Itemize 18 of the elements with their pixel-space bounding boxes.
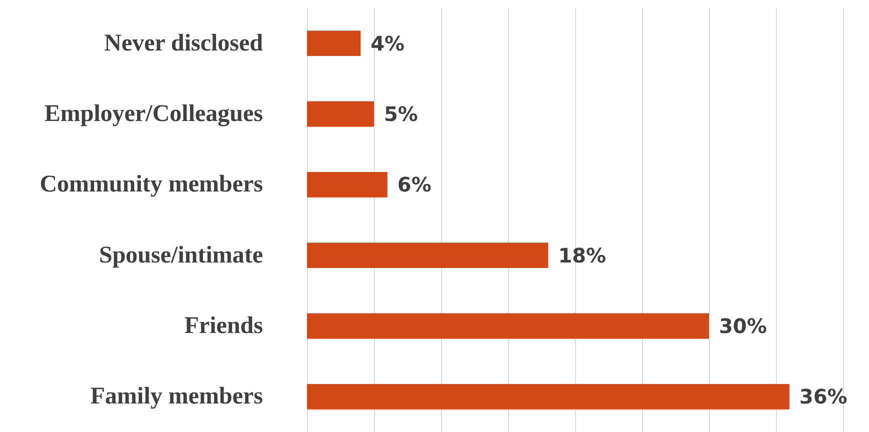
data-label: 36% (799, 384, 848, 409)
data-label: 30% (719, 314, 767, 338)
data-label: 6% (397, 172, 432, 197)
y-tick-label: Never disclosed (104, 30, 264, 56)
data-label: 18% (558, 243, 606, 268)
y-tick-label: Friends (184, 313, 263, 339)
bar (307, 313, 709, 339)
y-tick-label: Employer/Colleagues (44, 101, 263, 127)
y-tick-label: Spouse/intimate (98, 242, 264, 268)
bar (307, 384, 790, 410)
bar (307, 242, 548, 268)
bar (307, 172, 388, 198)
data-label: 5% (384, 102, 418, 126)
bar (307, 30, 361, 56)
y-tick-label: Community members (40, 172, 263, 198)
y-tick-label: Family members (90, 384, 263, 410)
data-label: 4% (370, 31, 405, 56)
bar (307, 101, 374, 127)
